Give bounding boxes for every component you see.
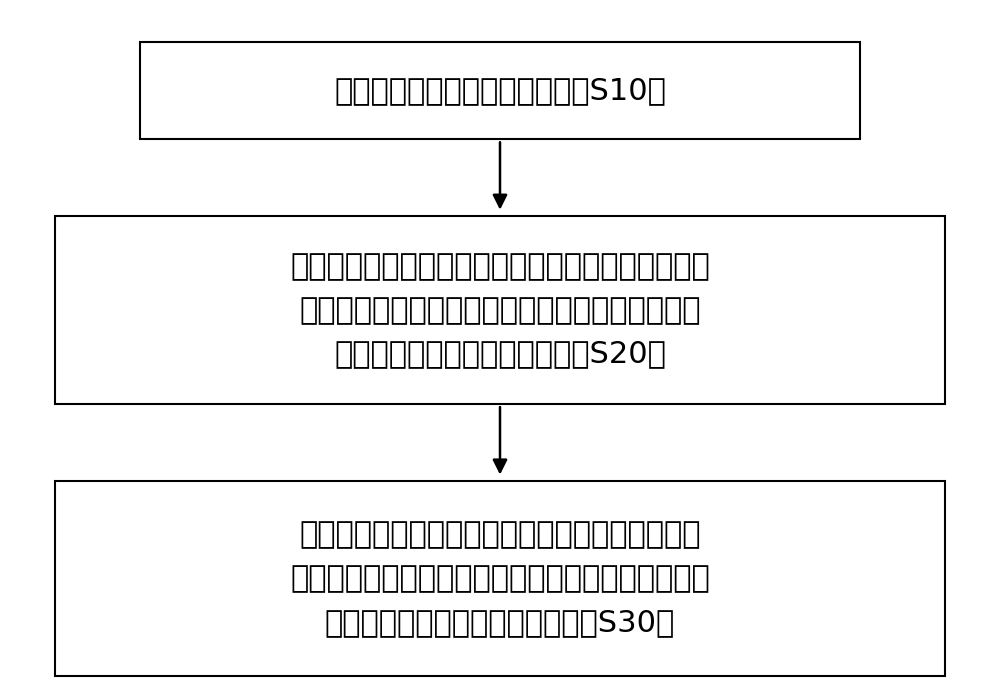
FancyBboxPatch shape (55, 481, 945, 676)
Text: 基于确定的在叶轮的一倍旋转频率及三倍旋转频率
下的能量幅值，利用预先建立的特定数学模型来确定
叶片当前的桨距角绝对偏差角度（S30）: 基于确定的在叶轮的一倍旋转频率及三倍旋转频率 下的能量幅值，利用预先建立的特定数… (290, 520, 710, 637)
FancyBboxPatch shape (55, 216, 945, 404)
Text: 获取风力发电机组的运行数据（S10）: 获取风力发电机组的运行数据（S10） (334, 76, 666, 105)
Text: 基于获取的运行数据，确定所述风力发电机组的振动
信号在叶轮的一倍旋转频率下的能量幅值及在叶轮
的三倍旋转频率下的能量幅值（S20）: 基于获取的运行数据，确定所述风力发电机组的振动 信号在叶轮的一倍旋转频率下的能量… (290, 252, 710, 369)
FancyBboxPatch shape (140, 42, 860, 139)
